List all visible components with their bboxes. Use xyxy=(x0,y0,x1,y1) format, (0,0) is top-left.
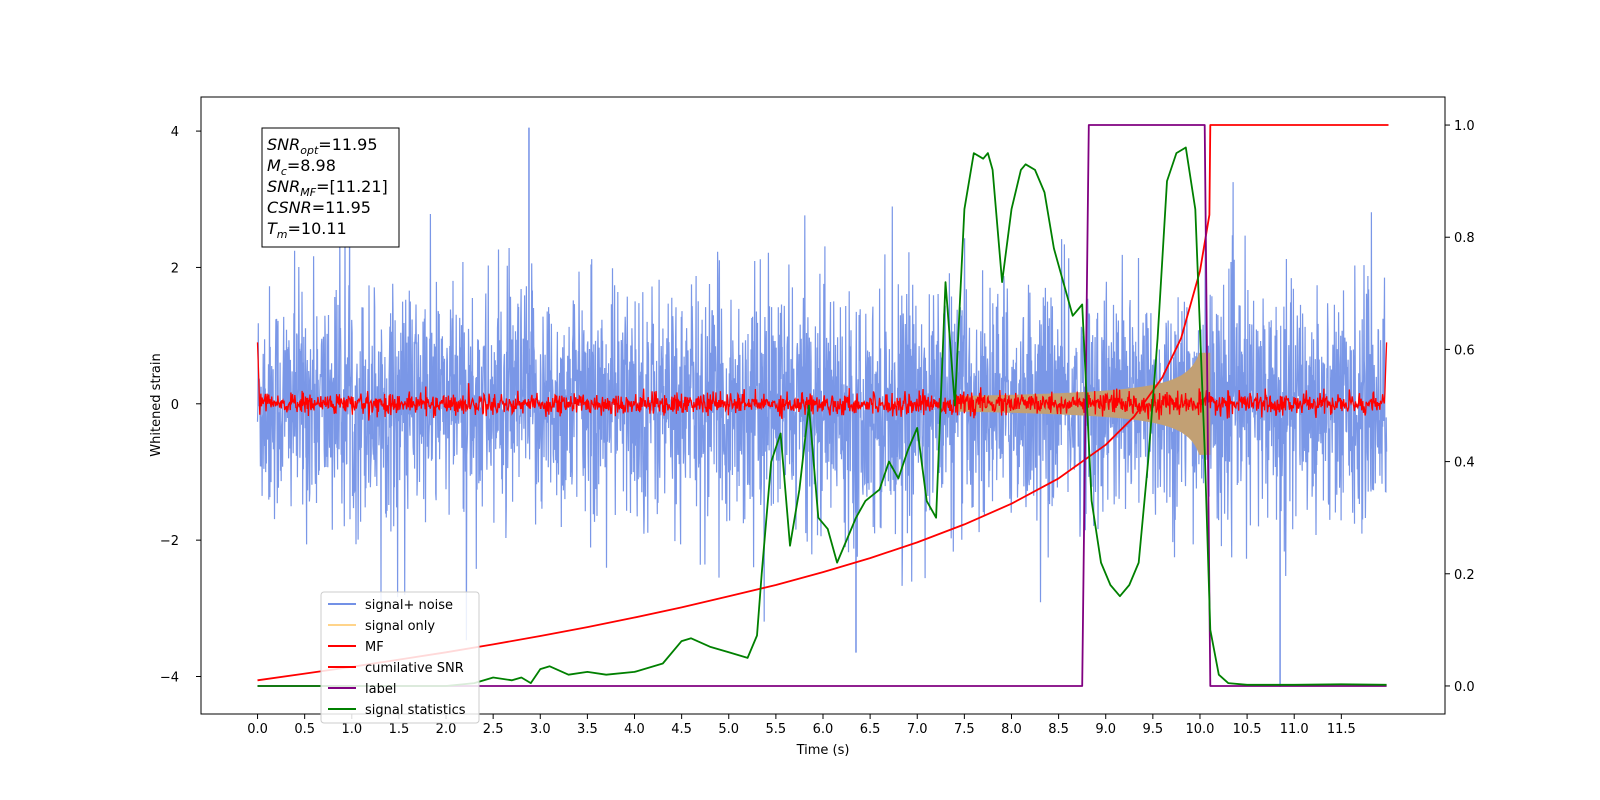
x-tick-label: 0.5 xyxy=(294,722,315,737)
x-tick-label: 6.5 xyxy=(860,722,881,737)
series-layer xyxy=(256,124,1389,687)
info-box-frame xyxy=(261,127,400,248)
x-tick-label: 10.0 xyxy=(1185,722,1214,737)
x-tick-label: 10.5 xyxy=(1233,722,1262,737)
y2-tick-label: 0.8 xyxy=(1454,231,1475,246)
y-tick-label: −2 xyxy=(160,534,179,549)
x-tick-label: 11.5 xyxy=(1327,722,1356,737)
x-tick-label: 5.0 xyxy=(718,722,739,737)
x-tick-label: 6.0 xyxy=(813,722,834,737)
x-tick-label: 9.0 xyxy=(1095,722,1116,737)
x-tick-label: 0.0 xyxy=(247,722,268,737)
legend: signal+ noise signal only MF cumilative … xyxy=(320,591,480,724)
x-tick-label: 8.0 xyxy=(1001,722,1022,737)
legend-label-label: label xyxy=(365,682,396,697)
mc-symbol: M xyxy=(267,156,281,175)
x-axis-label: Time (s) xyxy=(796,743,850,758)
y-axis-right: 1.0 0.8 0.6 0.4 0.2 0.0 xyxy=(1445,119,1475,695)
y2-tick-label: 0.2 xyxy=(1454,568,1475,583)
y2-tick-label: 0.4 xyxy=(1454,456,1475,471)
snr-opt-value: =11.95 xyxy=(318,135,377,154)
y-tick-label: 2 xyxy=(171,261,179,276)
y-tick-label: 4 xyxy=(171,125,179,140)
x-tick-label: 9.5 xyxy=(1143,722,1164,737)
x-tick-label: 2.0 xyxy=(436,722,457,737)
x-tick-label: 3.0 xyxy=(530,722,551,737)
csnr-value: =11.95 xyxy=(312,198,371,217)
snr-mf-text: SNRMF=[11.21] xyxy=(267,177,388,199)
x-tick-label: 7.0 xyxy=(907,722,928,737)
mc-text: Mc=8.98 xyxy=(267,156,336,178)
tm-value: =10.11 xyxy=(288,219,347,238)
x-axis: 0.0 0.5 1.0 1.5 2.0 2.5 3.0 3.5 4.0 4.5 5.0 5.5 6.0 6… xyxy=(247,714,1356,737)
info-box: SNRopt=11.95 Mc=8.98 SNRMF=[11.21] CSNR=… xyxy=(261,127,400,248)
legend-label-stat: signal statistics xyxy=(365,703,466,718)
x-tick-label: 8.5 xyxy=(1048,722,1069,737)
csnr-symbol: CSNR xyxy=(267,198,312,217)
x-tick-label: 7.5 xyxy=(954,722,975,737)
tm-symbol: T xyxy=(267,219,278,238)
snr-opt-text: SNRopt=11.95 xyxy=(267,135,378,157)
snr-mf-subscript: MF xyxy=(300,186,316,199)
y-axis-left: 4 2 0 −2 −4 xyxy=(160,125,201,686)
series-label xyxy=(257,124,1387,687)
snr-opt-symbol: SNR xyxy=(267,135,300,154)
snr-mf-value: =[11.21] xyxy=(316,177,388,196)
y-axis-label: Whitened strain xyxy=(149,353,164,456)
series-signal-statistics xyxy=(257,146,1387,687)
y2-tick-label: 1.0 xyxy=(1454,119,1475,134)
tm-subscript: m xyxy=(277,228,288,241)
y-tick-label: 0 xyxy=(171,398,179,413)
x-tick-label: 11.0 xyxy=(1280,722,1309,737)
x-tick-label: 1.0 xyxy=(341,722,362,737)
y-tick-label: −4 xyxy=(160,671,179,686)
x-tick-label: 3.5 xyxy=(577,722,598,737)
series-mf xyxy=(256,342,1388,421)
x-tick-label: 1.5 xyxy=(389,722,410,737)
legend-frame xyxy=(320,591,480,724)
tm-text: Tm=10.11 xyxy=(267,219,347,241)
y2-tick-label: 0.0 xyxy=(1454,680,1475,695)
x-tick-label: 4.5 xyxy=(671,722,692,737)
snr-opt-subscript: opt xyxy=(300,144,319,157)
csnr-text: CSNR=11.95 xyxy=(267,198,371,217)
mc-value: =8.98 xyxy=(287,156,336,175)
x-tick-label: 2.5 xyxy=(483,722,504,737)
legend-label-noise: signal+ noise xyxy=(365,598,453,613)
legend-label-csnr: cumilative SNR xyxy=(365,661,464,676)
x-tick-label: 5.5 xyxy=(766,722,787,737)
x-tick-label: 4.0 xyxy=(624,722,645,737)
mc-subscript: c xyxy=(281,165,287,178)
y2-tick-label: 0.6 xyxy=(1454,343,1475,358)
legend-label-signal: signal only xyxy=(365,619,435,634)
snr-mf-symbol: SNR xyxy=(267,177,300,196)
legend-label-mf: MF xyxy=(365,640,384,655)
